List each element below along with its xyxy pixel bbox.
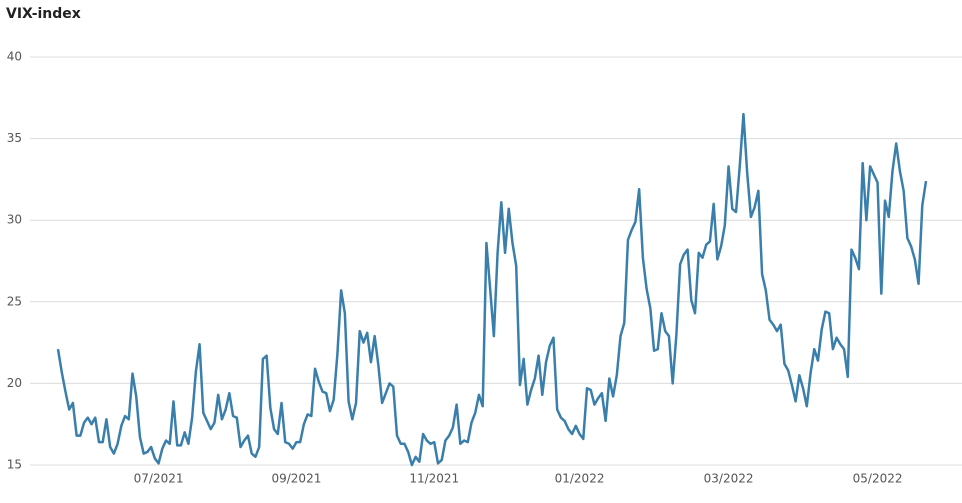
y-tick-label: 25 [7, 294, 22, 308]
line [56, 112, 928, 467]
x-tick-label: 05/2022 [853, 472, 903, 486]
y-tick-label: 15 [7, 458, 22, 472]
y-tick-label: 35 [7, 131, 22, 145]
x-tick-label: 09/2021 [271, 472, 321, 486]
x-tick-label: 03/2022 [704, 472, 754, 486]
chart-title: VIX-index [6, 6, 81, 22]
x-tick-label: 01/2022 [555, 472, 605, 486]
x-tick-label: 07/2021 [134, 472, 184, 486]
y-tick-label: 40 [7, 50, 22, 64]
x-tick-label: 11/2021 [409, 472, 459, 486]
y-tick-label: 20 [7, 376, 22, 390]
y-tick-label: 30 [7, 213, 22, 227]
